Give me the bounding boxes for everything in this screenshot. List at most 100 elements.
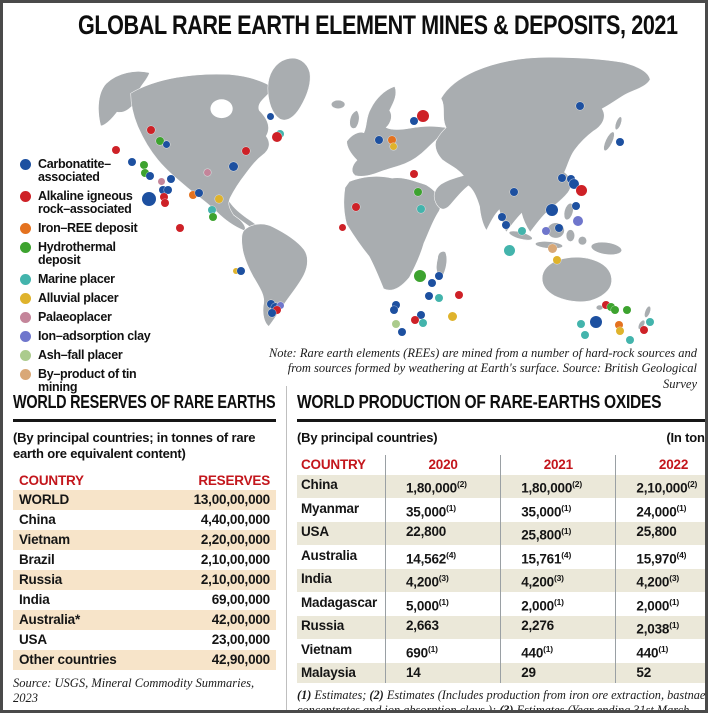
reserves-row-other-countries: Other countries 42,90,000 [13,649,276,670]
country-cell: Myanmar [301,500,359,516]
production-row-madagascar: Madagascar 5,000(1) 2,000(1) 2,000(1) [297,592,705,616]
production-footnote: (1) Estimates; (2) Estimates (Includes p… [297,687,708,713]
production-value-cell: 2,000(1) [615,592,705,616]
legend-label: By–product of tin mining [38,367,137,394]
reserves-row-usa: USA 23,00,000 [13,630,276,650]
deposit-dot-car [558,174,566,182]
production-value-cell: 25,800(1) [500,521,616,545]
deposit-dot-hyd [141,169,149,177]
reserves-cell: 2,20,00,000 [200,532,270,548]
world-map: Carbonatite–associated Alkaline igneous r… [3,53,705,394]
production-row-usa: USA 22,800 25,800(1) 25,800 [297,521,705,545]
country-cell: Vietnam [301,641,352,657]
reserves-row-russia: Russia 2,10,00,000 [13,569,276,590]
deposit-dot-car [146,172,154,180]
deposit-dot-alk [602,301,610,309]
deposit-dot-alk [242,147,250,155]
production-value-cell: 29 [500,662,616,683]
deposit-dot-car [417,311,425,319]
production-row-australia: Australia 14,562(4) 15,761(4) 15,970(4) [297,545,705,569]
deposit-dot-car [576,102,584,110]
panel-divider [286,386,287,710]
deposit-dot-car [590,316,602,328]
reserves-table: WORLD 13,00,00,000 China 4,40,00,000 Vietnam… [13,489,276,670]
reserves-footnote: * Australia's Joint Ore Reserves Committ… [13,709,276,710]
deposit-dot-mar [646,318,654,326]
deposit-dot-irn [189,191,197,199]
country-cell: Russia [19,572,63,588]
production-title: WORLD PRODUCTION OF RARE-EARTHS OXIDES [297,387,705,415]
reserves-row-australia-: Australia* 42,00,000 [13,609,276,630]
deposit-dot-car [159,186,167,194]
production-value-cell: 1,80,000(2) [385,474,501,498]
deposit-dot-car [266,112,274,120]
reserves-row-world: WORLD 13,00,00,000 [13,489,276,510]
deposit-dot-alk [411,316,419,324]
legend-label: Alluvial placer [38,291,119,305]
production-row-russia: Russia 2,663 2,276 2,038(1) [297,615,705,639]
alk-legend-dot-icon [20,191,31,202]
legend-item-ash: Ash–fall placer [20,349,156,362]
production-title-rule [297,419,705,422]
production-row-vietnam: Vietnam 690(1) 440(1) 440(1) [297,639,705,663]
production-value-cell: 690(1) [385,639,500,663]
deposit-dot-mar [626,336,634,344]
production-unit-label: (In tonnes) [666,429,705,445]
production-col-2021: 2021 [500,454,615,475]
map-dots-layer [3,53,705,383]
deposit-dot-car [498,213,506,221]
production-value-cell: 4,200(3) [385,568,501,592]
legend-item-ion: Ion–adsorption clay [20,330,156,343]
reserves-table-header: COUNTRY RESERVES [13,471,276,490]
country-cell: Australia* [19,612,81,628]
deposit-dot-mar [419,319,427,327]
production-value-cell: 25,800 [615,521,705,545]
reserves-cell: 42,90,000 [211,652,270,668]
deposit-dot-car [569,179,579,189]
page-title: GLOBAL RARE EARTH ELEMENT MINES & DEPOSI… [3,10,705,41]
country-cell: Other countries [19,652,117,668]
reserves-source: Source: USGS, Mineral Commodity Summarie… [13,675,255,706]
deposit-dot-alk [338,223,346,231]
legend-label: Hydrothermal deposit [38,240,116,267]
deposit-dot-car [268,309,276,317]
deposit-dot-hyd [623,306,631,314]
deposit-dot-mar [417,205,425,213]
deposit-dot-hyd [414,188,422,196]
country-cell: Vietnam [19,532,70,548]
deposit-dot-all [447,311,457,321]
production-row-china: China 1,80,000(2) 1,80,000(2) 2,10,000(2) [297,474,705,498]
deposit-dot-mar [577,320,585,328]
production-row-myanmar: Myanmar 35,000(1) 35,000(1) 24,000(1) [297,498,705,522]
reserves-cell: 2,10,00,000 [200,552,270,568]
ion-legend-dot-icon [20,331,31,342]
legend-label: Ash–fall placer [38,348,123,362]
deposit-dot-ion [276,301,284,309]
legend-item-pal: Palaeoplacer [20,311,156,324]
reserves-panel: WORLD RESERVES OF RARE EARTHS (By princi… [3,384,286,710]
reserves-subtitle: (By principal countries; in tonnes of ra… [13,429,256,462]
deposit-dot-all [215,195,223,203]
deposit-dot-car [425,292,433,300]
country-cell: USA [19,632,47,648]
production-value-cell: 2,000(1) [500,592,615,616]
deposit-dot-car [398,328,406,336]
deposit-dot-all [616,327,624,335]
production-col-country: COUNTRY [301,457,366,472]
production-value-cell: 5,000(1) [385,592,500,616]
reserves-col-reserves: RESERVES [198,472,270,488]
deposit-dot-alk [352,203,360,211]
legend-item-alk: Alkaline igneous rock–associated [20,190,156,216]
reserves-row-china: China 4,40,00,000 [13,510,276,530]
reserves-title-rule [13,419,276,422]
car-legend-dot-icon [20,159,31,170]
production-value-cell: 14 [385,662,501,683]
deposit-dot-car [195,189,203,197]
reserves-row-brazil: Brazil 2,10,00,000 [13,550,276,570]
deposit-dot-hyd [209,213,217,221]
deposit-dot-ion [542,227,550,235]
map-legend: Carbonatite–associated Alkaline igneous r… [20,158,156,400]
production-value-cell: 24,000(1) [615,498,705,522]
legend-item-mar: Marine placer [20,273,156,286]
legend-label: Marine placer [38,272,115,286]
